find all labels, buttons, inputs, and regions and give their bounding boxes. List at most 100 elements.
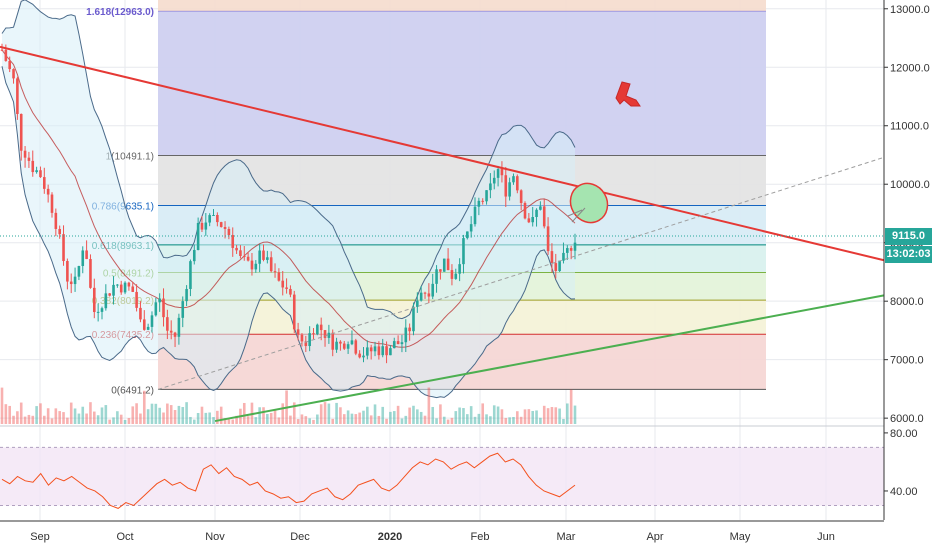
time-tick-label: Oct <box>116 531 133 543</box>
candle-body <box>454 273 458 279</box>
price-tick-label: 13000.0 <box>890 4 930 16</box>
rsi-tick-label: 80.00 <box>890 428 918 440</box>
bollinger-bands <box>1 0 576 399</box>
candle-body <box>519 190 523 203</box>
volume-bar <box>539 417 542 424</box>
volume-bar <box>519 416 523 424</box>
uptrend-line <box>214 294 885 423</box>
time-axis[interactable]: Sep Oct Nov Dec 2020 Feb Mar Apr May Jun <box>0 520 884 543</box>
candle-body <box>412 306 415 332</box>
volume-bar <box>308 418 311 424</box>
volume-bar <box>23 416 27 424</box>
candle-body <box>254 263 258 270</box>
candle-body <box>50 194 54 213</box>
volume-bar <box>558 408 561 424</box>
volume-bar <box>566 403 569 424</box>
volume-bar <box>392 411 396 424</box>
arrow-annotation <box>567 207 586 223</box>
volume-bar <box>39 403 42 424</box>
candle-body <box>16 78 19 114</box>
candle-body <box>166 317 169 331</box>
candle-body <box>385 346 388 356</box>
volume-bar <box>485 414 488 424</box>
candle-body <box>362 355 365 358</box>
candle-body <box>377 346 381 356</box>
fib-zone-extension <box>158 0 766 11</box>
candle-body <box>389 348 392 356</box>
volume-bar <box>43 415 46 424</box>
volume-bar <box>450 417 454 424</box>
candle-body <box>185 288 188 302</box>
candle-body <box>300 334 304 342</box>
volume-bar <box>496 406 500 424</box>
candle-body <box>354 340 358 354</box>
volume-bar <box>319 404 323 424</box>
candle-body <box>177 317 181 337</box>
candle-body <box>308 333 311 347</box>
candle-body <box>200 222 204 230</box>
candle-body <box>96 311 100 313</box>
candle-body <box>535 209 538 218</box>
volume-bar <box>104 405 108 424</box>
candle-body <box>281 280 285 288</box>
volume-bar <box>469 406 473 424</box>
volume-bar <box>204 412 208 424</box>
candle-body <box>396 341 400 345</box>
volume-bars <box>0 387 577 424</box>
volume-bar <box>354 414 358 424</box>
volume-bar <box>169 405 173 424</box>
trend-lines[interactable] <box>0 45 885 423</box>
candle-body <box>323 330 327 338</box>
candle-body <box>346 344 350 349</box>
candle-body <box>419 292 423 301</box>
candle-body <box>23 150 27 158</box>
candle-body <box>439 269 442 272</box>
volume-bar <box>458 407 461 424</box>
volume-bar <box>442 416 446 424</box>
time-tick-label: 2020 <box>378 531 402 543</box>
candle-body <box>46 188 50 195</box>
time-tick-label: Dec <box>290 531 310 543</box>
volume-bar <box>208 412 211 424</box>
volume-bar <box>385 418 388 424</box>
drawing-annotations[interactable] <box>563 81 641 229</box>
volume-bar <box>362 410 365 424</box>
volume-bar <box>73 408 77 424</box>
candle-body <box>231 235 235 248</box>
candle-body <box>462 238 465 265</box>
candle-body <box>431 283 435 297</box>
candle-body <box>458 264 461 274</box>
volume-bar <box>181 407 185 424</box>
volume-bar <box>400 418 404 424</box>
volume-bar <box>4 404 8 424</box>
last-price-badge: 9115.0 <box>885 227 932 245</box>
volume-bar <box>231 419 235 424</box>
candle-body <box>235 247 238 251</box>
candle-body <box>100 308 104 312</box>
candle-body <box>81 250 85 267</box>
candle-body <box>473 206 477 225</box>
candle-body <box>512 176 515 183</box>
candle-body <box>31 160 35 173</box>
candle-body <box>0 49 4 51</box>
candle-body <box>316 324 319 335</box>
time-tick-label: Nov <box>205 531 225 543</box>
candle-body <box>477 200 481 207</box>
bb-fill <box>2 0 575 398</box>
time-tick-label: Apr <box>646 531 663 543</box>
volume-bar <box>396 405 400 424</box>
volume-bar <box>8 405 11 424</box>
candle-body <box>319 324 323 331</box>
price-candles <box>0 43 577 364</box>
candle-body <box>504 175 508 197</box>
volume-bar <box>273 410 277 424</box>
candle-body <box>489 183 492 191</box>
volume-bar <box>96 415 100 424</box>
volume-bar <box>369 415 373 424</box>
volume-bar <box>123 419 127 424</box>
candle-body <box>27 157 31 161</box>
bb-basis <box>1 49 576 348</box>
candle-body <box>242 255 246 257</box>
volume-bar <box>516 411 519 424</box>
